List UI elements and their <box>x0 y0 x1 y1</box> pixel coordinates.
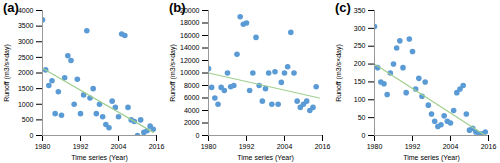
svg-text:2004: 2004 <box>277 143 293 150</box>
svg-text:20000: 20000 <box>180 6 200 14</box>
svg-text:Time series (Year): Time series (Year) <box>403 154 460 162</box>
svg-text:2004: 2004 <box>111 143 127 150</box>
svg-text:0: 0 <box>196 132 200 139</box>
svg-text:2004: 2004 <box>443 143 459 150</box>
svg-text:2500: 2500 <box>18 54 34 61</box>
svg-text:1980: 1980 <box>35 143 51 150</box>
svg-text:14000: 14000 <box>180 44 200 51</box>
svg-text:1500: 1500 <box>18 85 34 92</box>
svg-text:2016: 2016 <box>481 143 497 150</box>
svg-text:3000: 3000 <box>18 38 34 45</box>
html-text:(a): (a) <box>3 0 19 15</box>
svg-text:100: 100 <box>354 96 366 103</box>
svg-text:2000: 2000 <box>184 119 200 126</box>
svg-text:250: 250 <box>354 42 366 49</box>
svg-text:Runoff (m3/s×day): Runoff (m3/s×day) <box>169 44 177 102</box>
svg-text:18000: 18000 <box>180 19 200 26</box>
svg-text:2016: 2016 <box>315 143 331 150</box>
svg-text:0: 0 <box>362 132 366 139</box>
svg-text:16000: 16000 <box>180 32 200 39</box>
svg-text:300: 300 <box>354 25 366 32</box>
svg-text:4000: 4000 <box>18 7 34 14</box>
svg-text:1992: 1992 <box>405 143 421 150</box>
svg-text:50: 50 <box>358 114 366 121</box>
svg-text:200: 200 <box>354 60 366 67</box>
svg-text:1992: 1992 <box>73 143 89 150</box>
svg-text:1992: 1992 <box>239 143 255 150</box>
svg-text:2000: 2000 <box>18 69 34 76</box>
svg-text:Runoff (m3/s×day): Runoff (m3/s×day) <box>335 44 343 102</box>
svg-text:3500: 3500 <box>18 22 34 29</box>
svg-text:8000: 8000 <box>184 82 200 89</box>
svg-text:12000: 12000 <box>180 57 200 64</box>
html-text:(c): (c) <box>335 0 351 15</box>
svg-text:4000: 4000 <box>184 107 200 114</box>
svg-text:Time series (Year): Time series (Year) <box>71 154 128 162</box>
svg-text:Runoff (m3/s×day): Runoff (m3/s×day) <box>3 44 11 102</box>
svg-text:0: 0 <box>30 132 34 139</box>
svg-text:1000: 1000 <box>18 100 34 107</box>
svg-text:1980: 1980 <box>367 143 383 150</box>
html-text:(b): (b) <box>169 0 186 15</box>
svg-text:350: 350 <box>354 7 366 14</box>
svg-text:10000: 10000 <box>180 69 200 76</box>
svg-text:150: 150 <box>354 78 366 85</box>
svg-text:500: 500 <box>22 116 34 123</box>
svg-text:1980: 1980 <box>201 143 217 150</box>
svg-text:Time series (Year): Time series (Year) <box>237 154 294 162</box>
svg-text:2016: 2016 <box>149 143 165 150</box>
svg-text:6000: 6000 <box>184 94 200 101</box>
